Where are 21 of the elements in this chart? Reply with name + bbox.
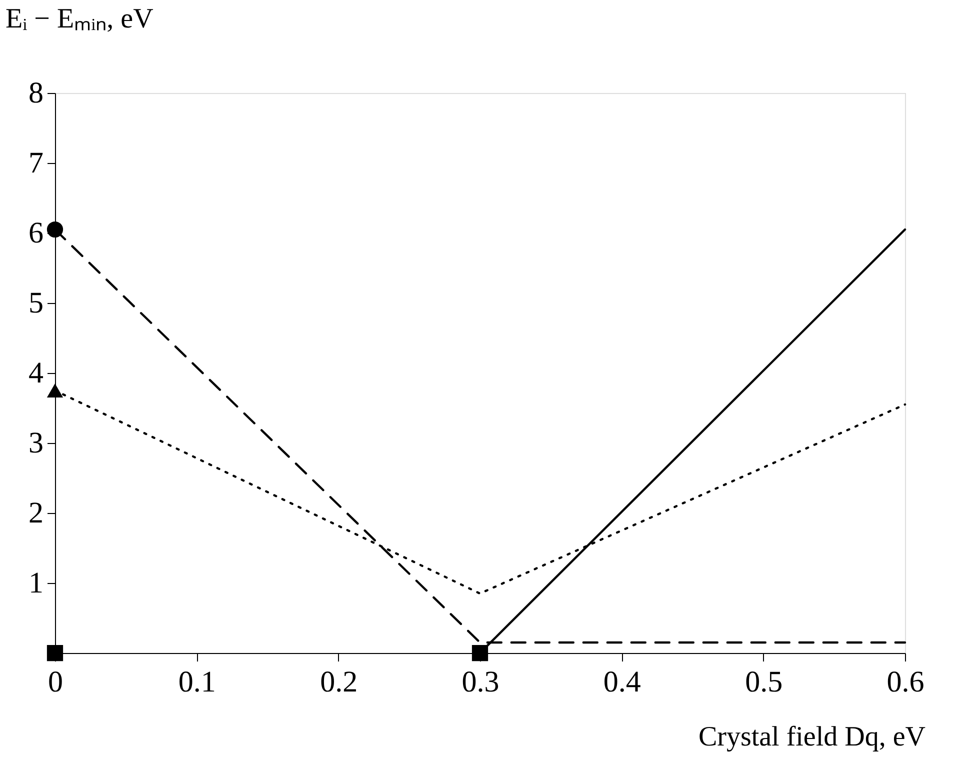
x-tick-label: 0.1: [178, 666, 216, 698]
x-tick-label: 0: [48, 666, 63, 698]
y-axis-title: Eᵢ − Eₘᵢₙ, eV: [6, 4, 154, 34]
x-tick-label: 0.4: [603, 666, 641, 698]
x-tick-label: 0.3: [462, 666, 500, 698]
y-tick-label: 2: [28, 496, 44, 530]
point: [46, 644, 64, 662]
point: [472, 644, 488, 662]
x-axis-title: Crystal field Dq, eV: [698, 722, 926, 752]
x-tick-label: 0.2: [320, 666, 358, 698]
y-tick-label: 4: [28, 356, 44, 390]
x-tick-label: 0.5: [745, 666, 783, 698]
y-tick-label: 3: [28, 426, 44, 460]
y-tick-label: 1: [28, 566, 44, 600]
y-tick-label: 6: [28, 216, 44, 250]
y-tick-label: 7: [28, 146, 44, 180]
y-tick-label: 8: [28, 76, 44, 110]
point: [46, 384, 64, 398]
point: [46, 221, 64, 238]
y-tick-label: 5: [28, 286, 44, 320]
x-tick-label: 0.6: [886, 666, 924, 698]
